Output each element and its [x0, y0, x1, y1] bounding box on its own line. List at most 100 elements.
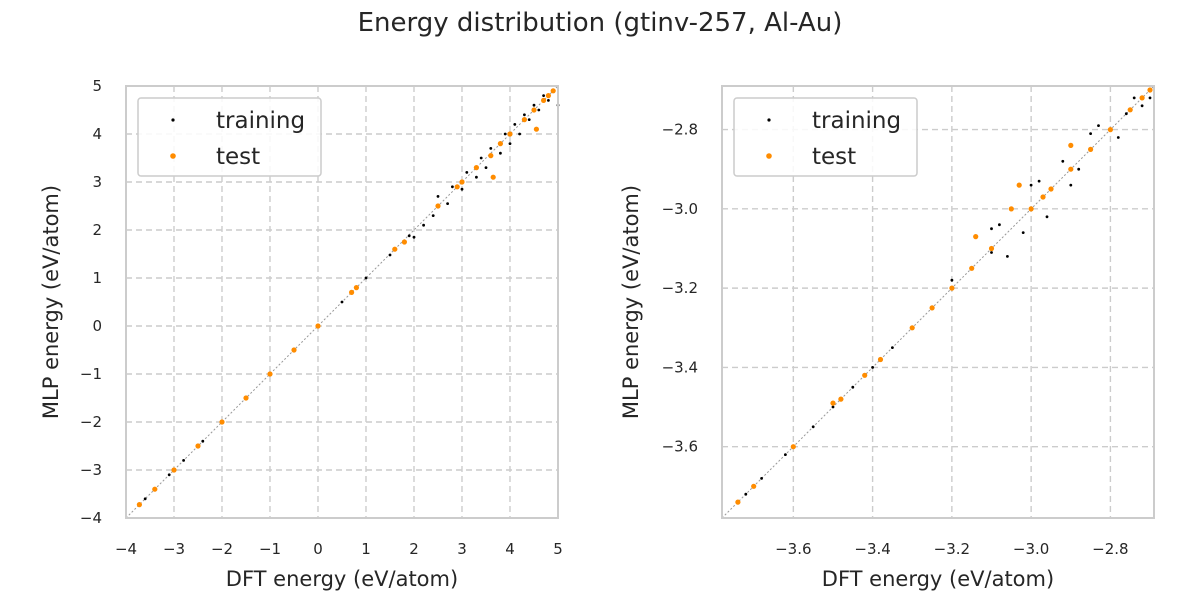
panel-left-y-tick-label: 3 [92, 173, 102, 191]
panel-right-test-point [830, 400, 836, 406]
panel-right-test-point [877, 356, 884, 363]
panel-right-legend-label-test: test [812, 144, 856, 170]
panel-right-x-tick-label: −3.6 [775, 540, 811, 558]
panel-right-test-point [1040, 194, 1046, 200]
panel-right-test-point [1048, 186, 1054, 192]
panel-right-training-point [1045, 215, 1049, 219]
panel-left-x-tick-label: −3 [163, 540, 185, 558]
panel-right-training-point [831, 405, 835, 409]
panel-left-x-tick-label: −4 [115, 540, 137, 558]
panel-right-training-point [891, 346, 894, 349]
panel-right-training-point [871, 366, 874, 369]
panel-left-legend-label-training: training [216, 108, 305, 134]
panel-left-test-point [507, 131, 513, 137]
panel-right-training-point [1021, 231, 1025, 235]
panel-right-test-point [735, 499, 741, 505]
panel-left-x-tick-label: 4 [505, 540, 515, 558]
panel-left-test-point [401, 239, 407, 245]
panel-right-training-point [744, 492, 748, 496]
panel-right-test-point [1147, 87, 1153, 93]
panel-right-test-point [929, 305, 935, 311]
panel-right-training-point [1148, 96, 1152, 100]
panel-left-y-tick-label: 4 [92, 125, 102, 143]
panel-left-training-point [518, 132, 521, 136]
panel-right-y-tick-label: −3.6 [662, 438, 698, 456]
panel-left-test-point [353, 285, 359, 291]
panel-right-y-tick-label: −3.0 [662, 200, 698, 218]
panel-left-training-point [422, 223, 425, 227]
panel-left-training-point [167, 473, 171, 477]
panel-right-training-point [1061, 159, 1065, 163]
panel-left-y-tick-label: 0 [92, 317, 102, 335]
panel-right-test-point [969, 265, 975, 271]
panel-right-y-axis-label: MLP energy (eV/atom) [619, 185, 643, 419]
panel-left-y-axis-label: MLP energy (eV/atom) [39, 185, 63, 419]
panel-left-training-point [542, 94, 545, 97]
panel-right-legend-marker-training [767, 118, 771, 122]
panel-left-training-point [499, 151, 502, 155]
panel-left-x-tick-label: −1 [259, 540, 281, 558]
panel-left-test-point [454, 184, 460, 190]
panel-left-x-tick-label: 1 [361, 540, 371, 558]
figure-title: Energy distribution (gtinv-257, Al-Au) [357, 8, 843, 38]
panel-right-training-point [1089, 132, 1092, 136]
panel-left-legend-marker-test [170, 153, 176, 159]
panel-right-test-point [790, 444, 796, 450]
panel-right-training-point [950, 278, 954, 282]
panel-left-test-point [550, 88, 556, 94]
panel-left-legend-label-test: test [216, 144, 260, 170]
panel-left-training-point [547, 99, 550, 102]
panel-left-training-point [388, 253, 392, 257]
panel-left-test-point [521, 117, 528, 123]
panel-left-x-tick-label: 5 [553, 540, 563, 558]
panel-left-test-point [435, 203, 441, 209]
panel-left-legend-marker-training [171, 118, 175, 122]
panel-left-training-point [537, 108, 541, 112]
panel-right-test-point [838, 396, 844, 402]
panel-right-training-point [1006, 255, 1009, 258]
panel-left-test-point [136, 502, 142, 508]
panel-left-test-point [533, 126, 540, 132]
panel-right-x-tick-label: −3.2 [934, 540, 970, 558]
panel-right-y-tick-label: −3.4 [662, 358, 698, 376]
panel-left-test-point [195, 443, 201, 449]
panel-right-test-point [1068, 142, 1074, 148]
panel-left-test-point [392, 246, 398, 252]
panel-right-x-tick-label: −3.0 [1013, 540, 1049, 558]
panel-right-y-tick-label: −3.2 [662, 279, 698, 297]
panel-left-test-point [473, 165, 479, 171]
panel-left-y-tick-label: −1 [80, 365, 102, 383]
panel-left-training-point [479, 156, 483, 160]
panel-left-test-point [267, 371, 273, 377]
panel-left-test-point [545, 93, 552, 99]
panel-left-test-point [488, 153, 494, 159]
panel-left-training-point [475, 175, 478, 179]
panel-right-training-point [1029, 183, 1033, 187]
panel-right-training-point [1077, 167, 1081, 171]
panel-left-test-point [459, 179, 465, 185]
panel-right-legend-label-training: training [812, 108, 901, 134]
panel-right-test-point [1088, 146, 1094, 152]
panel-left-y-tick-label: 2 [92, 221, 102, 239]
panel-left-test-point [315, 323, 321, 329]
panel-right-test-point [973, 234, 979, 240]
panel-left-test-point [349, 289, 355, 295]
panel-right-test-point [1107, 127, 1113, 133]
panel-right-test-point [1016, 182, 1022, 188]
panel-right-training-point [1037, 179, 1041, 183]
panel-left-test-point [243, 395, 249, 401]
panel-left-x-tick-label: −2 [211, 540, 233, 558]
panel-right-training-point [760, 477, 763, 480]
panel-right-training-point [1124, 112, 1128, 116]
panel-left-training-point [143, 497, 147, 501]
panel-right-test-point [1127, 107, 1133, 113]
panel-left-training-point [484, 166, 488, 170]
panel-right-training-point [990, 251, 993, 254]
panel-left-training-point [503, 132, 507, 136]
panel-right-training-point [811, 425, 815, 429]
panel-left-training-point [446, 202, 449, 206]
panel-left-training-point [431, 214, 435, 218]
panel-left-training-point [201, 439, 205, 443]
panel-right-training-point [990, 227, 993, 231]
